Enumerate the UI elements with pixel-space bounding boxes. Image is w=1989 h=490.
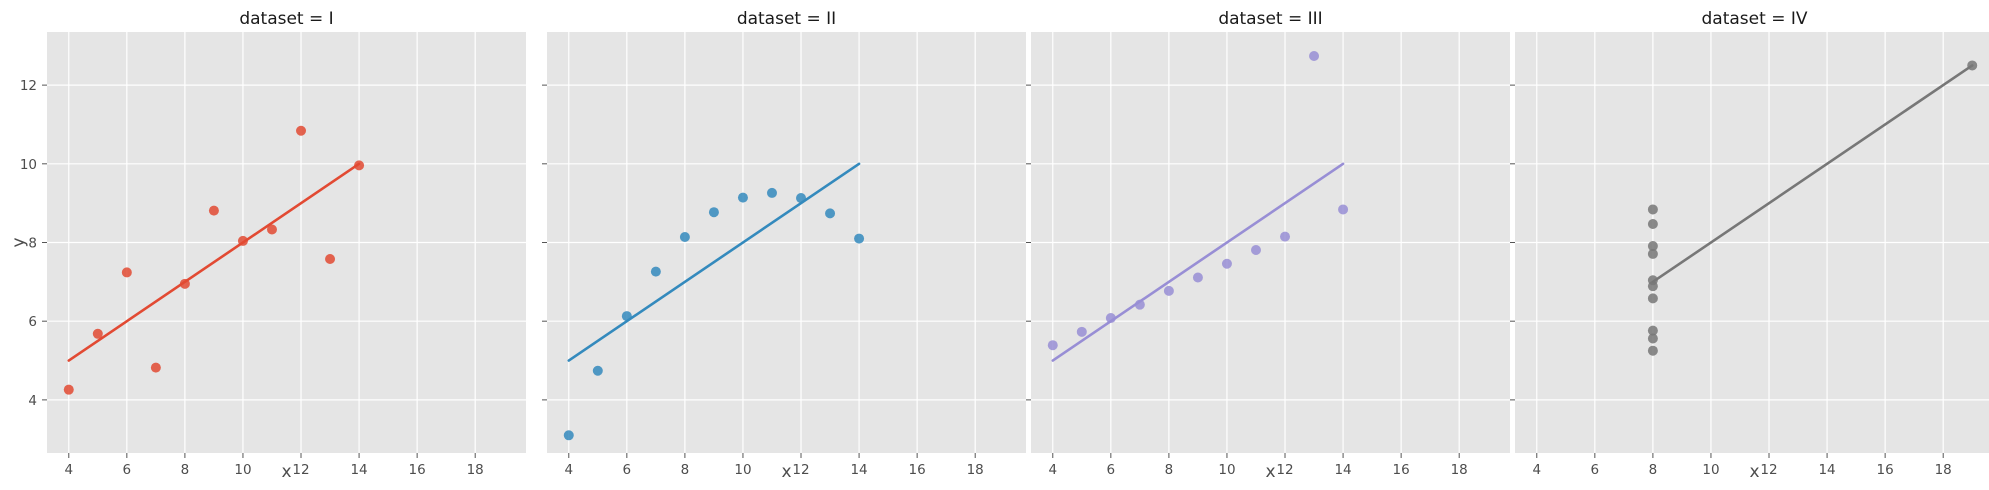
data-point — [121, 267, 132, 278]
x-tick-label: 14 — [1818, 462, 1835, 478]
x-tick-label: 6 — [1591, 462, 1600, 478]
data-point — [621, 311, 632, 322]
x-tick-label: 16 — [909, 462, 926, 478]
x-tick-label: 14 — [1334, 462, 1351, 478]
regression-line — [567, 162, 861, 362]
x-tick-label: 16 — [1877, 462, 1894, 478]
data-point — [92, 328, 103, 339]
data-point — [1134, 299, 1145, 310]
y-tick-label: 6 — [28, 314, 37, 330]
x-tick-label: 10 — [1702, 462, 1719, 478]
x-tick-label: 6 — [123, 462, 132, 478]
x-tick-label: 8 — [681, 462, 690, 478]
data-point — [1647, 219, 1658, 230]
x-tick-label: 6 — [1107, 462, 1116, 478]
x-tick-label: 8 — [181, 462, 190, 478]
data-point — [737, 192, 748, 203]
x-tick-label: 16 — [409, 462, 426, 478]
x-tick-label: 12 — [1276, 462, 1293, 478]
data-point — [1280, 231, 1291, 242]
x-tick-label: 8 — [1165, 462, 1174, 478]
panel-title: dataset = IV — [1702, 9, 1808, 29]
data-point — [1338, 204, 1349, 215]
x-tick-label: 4 — [1532, 462, 1541, 478]
data-point — [1647, 248, 1658, 259]
data-point — [1221, 258, 1232, 269]
data-point — [179, 278, 190, 289]
data-point — [1163, 285, 1174, 296]
panel-title: dataset = II — [737, 9, 836, 29]
data-point — [854, 233, 865, 244]
data-point — [63, 384, 74, 395]
facet-panel-2: 4 6 8 10 12 14 16 18 dataset = II x — [542, 9, 1026, 482]
regression-line — [67, 162, 361, 362]
x-tick-label: 14 — [350, 462, 367, 478]
data-point — [708, 207, 719, 218]
data-point — [766, 187, 777, 198]
data-point — [1647, 325, 1658, 336]
y-axis-label: y — [9, 237, 29, 247]
x-tick-label: 6 — [623, 462, 632, 478]
data-point — [592, 365, 603, 376]
x-tick-label: 10 — [1218, 462, 1235, 478]
y-tick-label: 10 — [20, 157, 37, 173]
data-point — [1967, 60, 1978, 71]
regression-line — [1651, 64, 1974, 284]
x-tick-label: 12 — [792, 462, 809, 478]
x-axis-label: x — [1265, 462, 1275, 482]
data-point — [1647, 204, 1658, 215]
data-point — [325, 254, 336, 265]
data-point — [208, 205, 219, 216]
data-point — [354, 160, 365, 171]
data-point — [1647, 281, 1658, 292]
data-point — [1250, 244, 1261, 255]
x-tick-label: 18 — [1935, 462, 1952, 478]
data-point — [1076, 326, 1087, 337]
data-point — [296, 125, 307, 136]
data-point — [266, 224, 277, 235]
data-point — [1647, 333, 1658, 344]
x-tick-label: 4 — [1048, 462, 1057, 478]
regression-line — [1051, 162, 1345, 362]
x-tick-label: 4 — [64, 462, 73, 478]
y-tick-label: 8 — [28, 236, 37, 252]
data-point — [825, 208, 836, 219]
panel-title: dataset = I — [239, 9, 333, 29]
data-point — [1647, 345, 1658, 356]
x-tick-label: 8 — [1649, 462, 1658, 478]
x-tick-label: 16 — [1393, 462, 1410, 478]
x-axis-label: x — [781, 462, 791, 482]
x-tick-label: 10 — [234, 462, 251, 478]
y-tick-label: 4 — [28, 393, 37, 409]
facet-panel-4: 4 6 8 10 12 14 16 18 dataset = IV x — [1510, 9, 1989, 482]
data-point — [1047, 340, 1058, 351]
facet-panel-1: 4 6 8 10 12 14 16 18 4 6 8 10 12 dataset = I x y — [9, 9, 526, 482]
x-tick-label: 4 — [564, 462, 573, 478]
x-tick-label: 18 — [467, 462, 484, 478]
x-axis-label: x — [1749, 462, 1759, 482]
panel-title: dataset = III — [1218, 9, 1322, 29]
data-point — [796, 193, 807, 204]
x-tick-label: 18 — [1451, 462, 1468, 478]
data-point — [1647, 241, 1658, 252]
data-point — [150, 362, 161, 373]
data-point — [679, 231, 690, 242]
data-point — [563, 430, 574, 441]
data-point — [1309, 51, 1320, 62]
facet-panel-3: 4 6 8 10 12 14 16 18 dataset = III x — [1026, 9, 1510, 482]
x-tick-label: 14 — [850, 462, 867, 478]
x-axis-label: x — [281, 462, 291, 482]
x-tick-label: 12 — [292, 462, 309, 478]
x-tick-label: 10 — [734, 462, 751, 478]
data-point — [1647, 293, 1658, 304]
data-point — [1192, 272, 1203, 283]
data-point — [1105, 313, 1116, 324]
data-point — [650, 266, 661, 277]
y-tick-label: 12 — [20, 78, 37, 94]
x-tick-label: 18 — [967, 462, 984, 478]
x-tick-label: 12 — [1760, 462, 1777, 478]
data-point — [237, 235, 248, 246]
